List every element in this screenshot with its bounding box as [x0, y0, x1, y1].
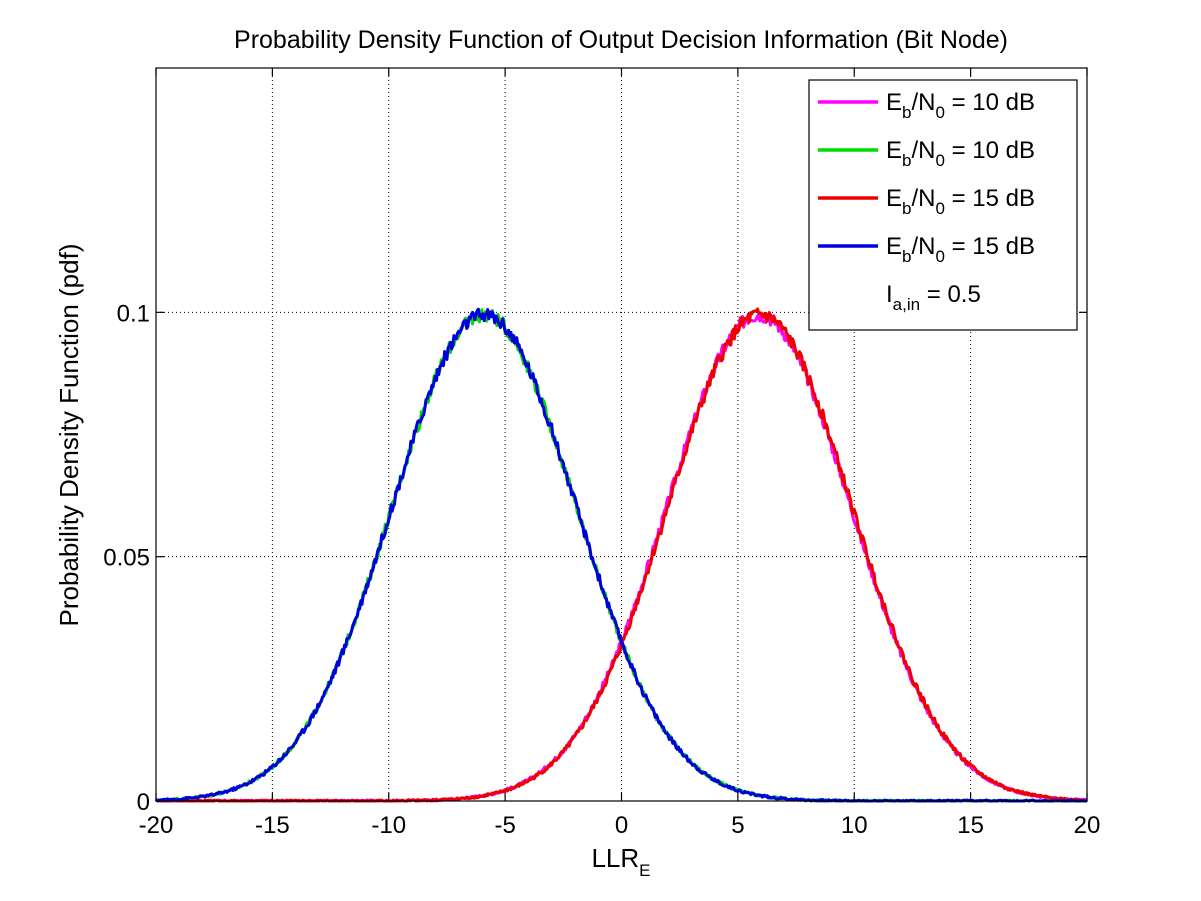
legend: Eb/N0 = 10 dB Eb/N0 = 10 dB Eb/N0 = 15 dB E… [808, 79, 1078, 331]
legend-note: Ia,in = 0.5 [886, 281, 981, 314]
x-tick-label: -10 [371, 812, 406, 839]
y-tick-label: 0.05 [103, 545, 150, 572]
y-tick-label: 0.1 [117, 300, 150, 327]
legend-entry-label: Eb/N0 = 15 dB [886, 185, 1035, 218]
y-tick-label: 0 [137, 789, 150, 816]
x-axis-label-main: LLR [591, 843, 639, 873]
legend-entry-label: Eb/N0 = 10 dB [886, 89, 1035, 122]
x-axis-label: LLRE [591, 843, 650, 880]
chart-title: Probability Density Function of Output D… [234, 26, 1008, 54]
x-tick-label: 0 [615, 812, 628, 839]
legend-box [808, 79, 1078, 331]
x-tick-label: -5 [494, 812, 515, 839]
x-tick-label: 15 [957, 812, 984, 839]
x-axis-label-sub: E [639, 861, 650, 880]
x-tick-label: 10 [841, 812, 868, 839]
y-axis-label: Probability Density Function (pdf) [54, 244, 84, 627]
x-tick-label: -15 [255, 812, 290, 839]
legend-entry-label: Eb/N0 = 10 dB [886, 137, 1035, 170]
axis-ticks: -20 -15 -10 -5 0 5 10 15 20 0 0.05 0.1 [103, 68, 1100, 839]
legend-entry-label: Eb/N0 = 15 dB [886, 233, 1035, 266]
x-tick-label: -20 [139, 812, 174, 839]
x-tick-label: 5 [731, 812, 744, 839]
x-tick-label: 20 [1074, 812, 1101, 839]
